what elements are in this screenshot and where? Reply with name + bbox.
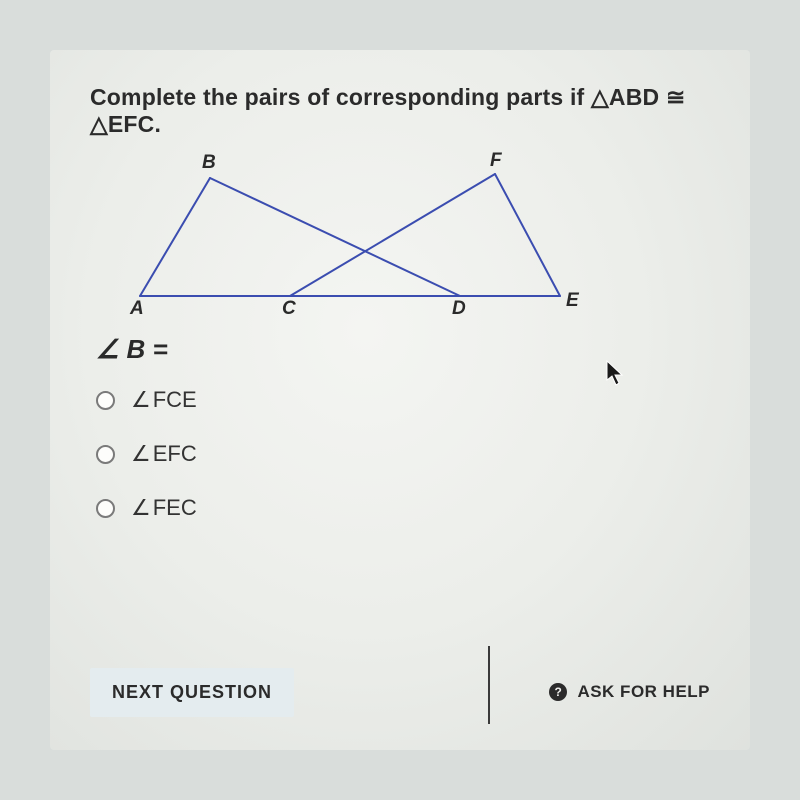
vertex-label-F: F	[490, 150, 502, 172]
triangle-2-label: EFC	[108, 111, 155, 137]
bottom-bar: NEXT QUESTION ? ASK FOR HELP	[90, 660, 710, 724]
vertex-label-C: C	[282, 298, 296, 320]
congruent-symbol: ≅	[666, 84, 685, 110]
option-text: FCE	[153, 387, 197, 413]
triangle-symbol-1: △	[591, 84, 609, 110]
answer-options: ∠FCE ∠EFC ∠FEC	[96, 387, 710, 521]
vertex-label-E: E	[566, 290, 579, 312]
vertex-label-B: B	[202, 152, 216, 174]
question-prompt: Complete the pairs of corresponding part…	[90, 84, 710, 138]
geometry-figure: A B C D E F	[130, 156, 590, 316]
angle-symbol: ∠	[96, 334, 119, 364]
next-label: NEXT QUESTION	[112, 682, 272, 702]
option-fce[interactable]: ∠FCE	[96, 387, 710, 413]
question-panel: Complete the pairs of corresponding part…	[50, 50, 750, 750]
vertical-divider	[488, 646, 490, 724]
ask-for-help-button[interactable]: ? ASK FOR HELP	[549, 682, 710, 702]
option-text: EFC	[153, 441, 197, 467]
radio-icon[interactable]	[96, 499, 115, 518]
option-text: FEC	[153, 495, 197, 521]
prompt-text: Complete the pairs of corresponding part…	[90, 84, 591, 110]
option-fec[interactable]: ∠FEC	[96, 495, 710, 521]
equals-sign: =	[153, 334, 168, 364]
option-efc[interactable]: ∠EFC	[96, 441, 710, 467]
vertex-label-A: A	[130, 298, 144, 320]
angle-symbol: ∠	[131, 387, 151, 413]
equation-prompt: ∠ B =	[96, 334, 710, 365]
next-question-button[interactable]: NEXT QUESTION	[90, 668, 294, 717]
triangle-1-label: ABD	[609, 84, 659, 110]
radio-icon[interactable]	[96, 445, 115, 464]
radio-icon[interactable]	[96, 391, 115, 410]
ask-label: ASK FOR HELP	[577, 682, 710, 702]
triangle-symbol-2: △	[90, 111, 108, 137]
vertex-label-D: D	[452, 298, 466, 320]
help-icon: ?	[549, 683, 567, 701]
angle-symbol: ∠	[131, 495, 151, 521]
prompt-period: .	[155, 111, 162, 137]
angle-lhs: B	[127, 334, 146, 364]
figure-svg	[130, 156, 590, 316]
angle-symbol: ∠	[131, 441, 151, 467]
